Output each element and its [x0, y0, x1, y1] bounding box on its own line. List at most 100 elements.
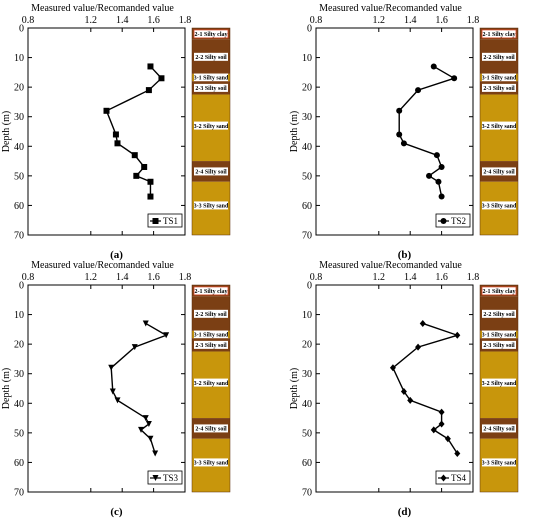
data-point: [131, 152, 138, 159]
soil-layer-label-box: [482, 73, 516, 82]
soil-layer-label-box: [482, 121, 516, 130]
y-tick-label: 50: [14, 428, 24, 439]
x-tick-label: 1.6: [435, 15, 448, 26]
x-tick-label: 1.6: [435, 272, 448, 283]
data-point: [145, 420, 152, 427]
soil-layer-label-box: [482, 378, 516, 387]
data-point: [147, 178, 154, 185]
soil-layer-label: 3-1 Silty sand: [482, 333, 517, 339]
data-point: [454, 450, 461, 458]
y-tick-label: 0: [19, 24, 24, 35]
soil-column: 2-1 Silty clay 2-2 Silty soil 3-1 Silty sa…: [479, 284, 519, 493]
y-tick-label: 40: [302, 142, 312, 153]
soil-layer-label: 2-1 Silty clay: [483, 32, 516, 38]
y-tick-label: 40: [14, 399, 24, 410]
y-tick-label: 70: [302, 231, 312, 242]
x-tick-label: 1.4: [116, 272, 129, 283]
soil-layer-label-box: [482, 330, 516, 339]
y-tick-label: 50: [302, 171, 312, 182]
y-tick-label: 30: [302, 369, 312, 380]
soil-layer-label-box: [194, 458, 228, 467]
data-point: [438, 193, 445, 200]
data-point: [138, 426, 145, 433]
y-axis-title: Depth (m): [289, 368, 300, 409]
soil-layer-label: 3-2 Silty sand: [194, 381, 229, 387]
data-point: [430, 426, 437, 434]
series-line: [392, 322, 460, 454]
panel-label: (a): [110, 249, 123, 261]
x-tick-label: 1.4: [404, 272, 417, 283]
data-point: [103, 107, 110, 114]
plot-frame: [27, 27, 186, 236]
soil-layer-label: 3-3 Silty sand: [194, 204, 229, 210]
x-tick-label: 1.2: [373, 15, 386, 26]
soil-layer-label: 2-4 Silty soil: [483, 170, 515, 176]
data-point: [142, 320, 149, 327]
x-tick-label: 0.8: [310, 15, 323, 26]
data-point: [158, 75, 165, 82]
y-tick-label: 10: [14, 53, 24, 64]
data-point: [396, 107, 403, 114]
y-tick-label: 70: [14, 231, 24, 242]
panel-label: (c): [110, 506, 123, 518]
soil-layer-label-box: [194, 201, 228, 210]
y-tick-label: 60: [14, 201, 24, 212]
soil-layer-label: 2-3 Silty soil: [483, 343, 515, 349]
legend-box: [435, 470, 471, 485]
soil-layer-label-box: [194, 378, 228, 387]
data-point: [438, 420, 445, 428]
soil-layer-label: 3-2 Silty sand: [194, 124, 229, 130]
x-axis-title: Measured value/Recomanded value: [31, 260, 174, 271]
x-tick-label: 1.2: [373, 272, 386, 283]
legend-label: TS2: [451, 216, 466, 226]
legend-label: TS1: [163, 216, 178, 226]
soil-layer-label-box: [194, 167, 228, 176]
y-tick-label: 60: [302, 201, 312, 212]
y-tick-label: 40: [14, 142, 24, 153]
y-tick-label: 20: [14, 340, 24, 351]
plot-frame: [315, 284, 474, 493]
soil-layer-label: 3-1 Silty sand: [482, 76, 517, 82]
y-tick-label: 0: [307, 281, 312, 292]
data-point: [440, 474, 447, 482]
data-point: [415, 343, 422, 351]
data-point: [112, 131, 119, 138]
y-tick-label: 50: [14, 171, 24, 182]
soil-layer-label-box: [194, 52, 228, 61]
data-point: [415, 87, 422, 94]
data-point: [163, 332, 170, 339]
soil-layer-label: 2-2 Silty soil: [483, 55, 515, 61]
y-tick-label: 10: [14, 310, 24, 321]
soil-layer-label-box: [482, 52, 516, 61]
soil-layer-label-box: [194, 424, 228, 433]
soil-column-frame: [479, 27, 519, 236]
y-tick-label: 50: [302, 428, 312, 439]
soil-column: 2-1 Silty clay 2-2 Silty soil 3-1 Silty sa…: [191, 284, 231, 493]
soil-column-frame: [191, 27, 231, 236]
y-tick-label: 10: [302, 53, 312, 64]
soil-layer-label: 2-4 Silty soil: [195, 427, 227, 433]
y-axis-title: Depth (m): [1, 111, 12, 152]
soil-layer-label-box: [193, 29, 229, 39]
y-tick-label: 20: [14, 83, 24, 94]
soil-layer-label: 3-2 Silty sand: [482, 124, 517, 130]
soil-layer-label: 3-3 Silty sand: [482, 461, 517, 467]
soil-layer-label: 3-1 Silty sand: [194, 333, 229, 339]
data-point: [396, 131, 403, 138]
x-axis-title: Measured value/Recomanded value: [319, 3, 462, 14]
soil-layer-label-box: [482, 167, 516, 176]
legend-label: TS4: [451, 473, 467, 483]
x-tick-label: 0.8: [22, 15, 35, 26]
y-tick-label: 10: [302, 310, 312, 321]
data-point: [152, 450, 159, 457]
data-point: [426, 172, 433, 179]
data-point: [133, 172, 140, 179]
soil-layer-label-box: [194, 73, 228, 82]
soil-layer-label: 2-1 Silty clay: [195, 289, 228, 295]
y-axis-title: Depth (m): [1, 368, 12, 409]
data-point: [147, 435, 154, 442]
x-tick-label: 1.4: [116, 15, 129, 26]
soil-layer-label-box: [482, 201, 516, 210]
